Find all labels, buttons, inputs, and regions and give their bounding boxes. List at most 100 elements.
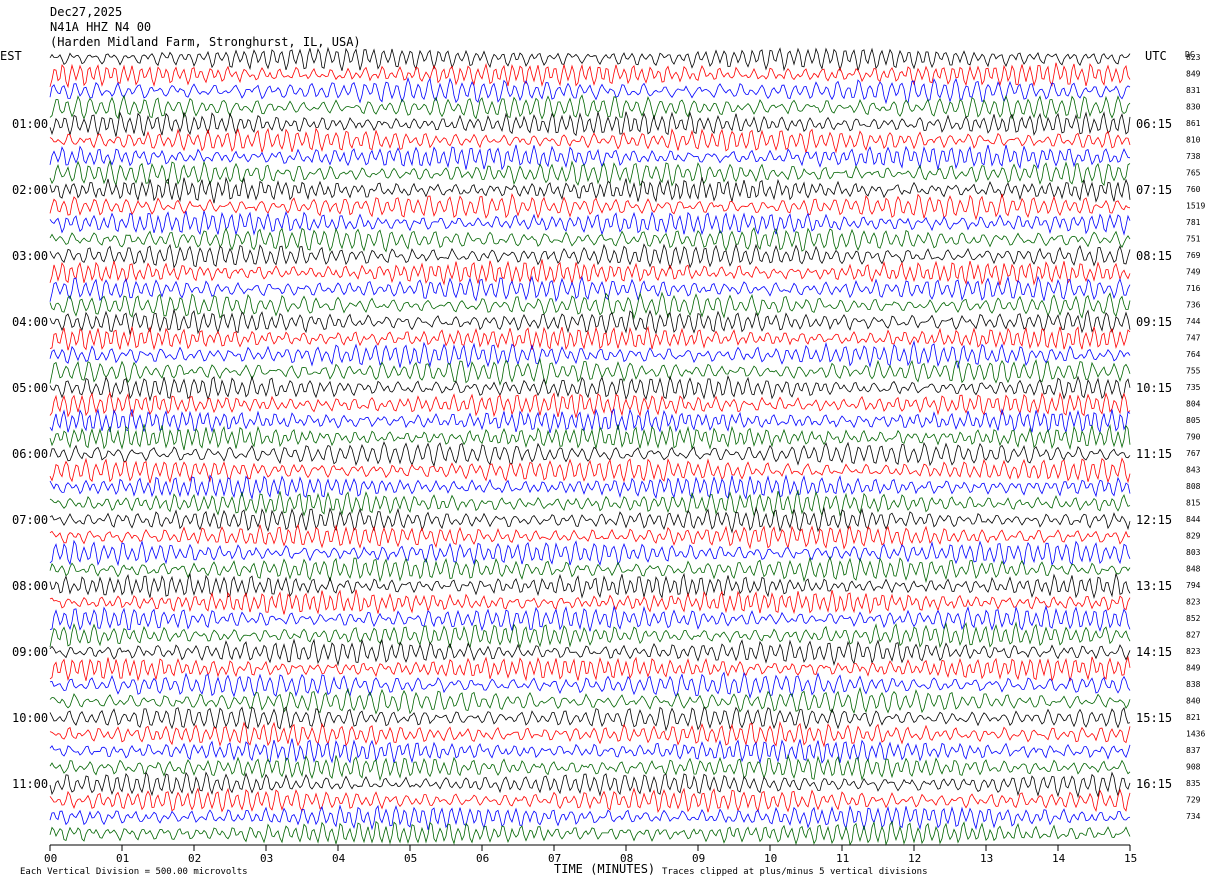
dc-value: 769 <box>1186 251 1201 260</box>
seismic-trace <box>49 671 1131 699</box>
x-tick-label: 07 <box>548 852 561 865</box>
seismic-trace <box>49 539 1131 567</box>
seismic-trace <box>49 555 1131 584</box>
dc-value: 755 <box>1186 367 1201 376</box>
x-tick-label: 05 <box>404 852 417 865</box>
dc-value: 808 <box>1186 482 1201 491</box>
dc-value: 735 <box>1186 383 1201 392</box>
seismic-trace <box>49 655 1131 683</box>
seismic-trace <box>49 820 1131 846</box>
dc-value: 821 <box>1186 713 1201 722</box>
dc-value: 849 <box>1186 664 1201 673</box>
dc-value: 831 <box>1186 86 1201 95</box>
dc-value: 749 <box>1186 268 1201 277</box>
left-hour-labels: 01:00 02:00 03:00 04:00 05:00 06:00 07:00 08:00… <box>12 117 48 791</box>
seismic-trace <box>49 144 1131 171</box>
seismic-trace <box>49 275 1131 303</box>
dc-value: 767 <box>1186 449 1201 458</box>
x-tick-label: 09 <box>692 852 705 865</box>
dc-value: 736 <box>1186 301 1201 310</box>
left-hour-label: 07:00 <box>12 513 48 527</box>
seismic-trace <box>49 753 1131 782</box>
seismic-trace <box>49 506 1131 534</box>
scale-note: Each Vertical Division = 500.00 microvol… <box>20 867 248 877</box>
dc-value: 844 <box>1186 515 1201 524</box>
dc-value: 764 <box>1186 350 1201 359</box>
right-hour-label: 13:15 <box>1136 579 1172 593</box>
x-tick-label: 01 <box>116 852 129 865</box>
dc-value: 849 <box>1186 70 1201 79</box>
dc-value: 829 <box>1186 532 1201 541</box>
dc-value-labels: 823 849 831 830 861 810 738 765 760 1519 781 751 769… <box>1186 53 1205 821</box>
seismic-trace <box>49 210 1131 236</box>
dc-value: 1436 <box>1186 730 1205 739</box>
dc-value: 744 <box>1186 317 1201 326</box>
left-hour-label: 10:00 <box>12 711 48 725</box>
x-tick-label: 11 <box>836 852 849 865</box>
left-hour-label: 05:00 <box>12 381 48 395</box>
seismic-trace <box>49 408 1131 434</box>
station-label: (Harden Midland Farm, Stronghurst, IL, U… <box>50 35 361 49</box>
x-tick-label: 08 <box>620 852 633 865</box>
seismic-trace <box>49 706 1131 732</box>
right-hour-label: 16:15 <box>1136 777 1172 791</box>
timezone-right-label: UTC <box>1145 49 1167 63</box>
x-tick-label: 03 <box>260 852 273 865</box>
seismic-trace <box>49 804 1131 831</box>
seismic-trace <box>49 226 1131 253</box>
trace-group <box>49 46 1131 846</box>
right-hour-label: 12:15 <box>1136 513 1172 527</box>
dc-value: 803 <box>1186 548 1201 557</box>
seismic-trace <box>49 291 1131 320</box>
dc-value: 760 <box>1186 185 1201 194</box>
dc-value: 838 <box>1186 680 1201 689</box>
right-hour-label: 07:15 <box>1136 183 1172 197</box>
seismic-trace <box>49 474 1131 501</box>
dc-value: 794 <box>1186 581 1201 590</box>
right-hour-label: 11:15 <box>1136 447 1172 461</box>
right-hour-label: 08:15 <box>1136 249 1172 263</box>
seismic-trace <box>49 176 1131 204</box>
seismic-trace <box>49 76 1131 105</box>
seismic-trace <box>49 686 1131 715</box>
left-hour-label: 06:00 <box>12 447 48 461</box>
x-tick-label: 13 <box>980 852 993 865</box>
dc-value: 837 <box>1186 746 1201 755</box>
dc-value: 810 <box>1186 136 1201 145</box>
seismic-trace <box>49 441 1131 468</box>
dc-value: 827 <box>1186 631 1201 640</box>
x-tick-label: 10 <box>764 852 777 865</box>
right-hour-label: 14:15 <box>1136 645 1172 659</box>
dc-value: 840 <box>1186 697 1201 706</box>
left-hour-label: 03:00 <box>12 249 48 263</box>
seismic-trace <box>49 391 1131 418</box>
seismic-trace <box>49 720 1131 748</box>
seismic-trace <box>49 62 1131 89</box>
dc-value: 738 <box>1186 152 1201 161</box>
seismic-trace <box>49 243 1131 270</box>
dc-value: 823 <box>1186 53 1201 62</box>
timezone-left-label: EST <box>0 49 22 63</box>
seismic-trace <box>49 523 1131 550</box>
seismic-trace <box>49 111 1131 137</box>
x-tick-label: 12 <box>908 852 921 865</box>
dc-value: 843 <box>1186 466 1201 475</box>
dc-value: 908 <box>1186 763 1201 772</box>
dc-value: 823 <box>1186 598 1201 607</box>
seismic-trace <box>49 738 1131 765</box>
dc-value: 835 <box>1186 779 1201 788</box>
dc-header-label: DC <box>1185 50 1195 59</box>
x-tick-label: 00 <box>44 852 57 865</box>
x-tick-label: 02 <box>188 852 201 865</box>
dc-value: 848 <box>1186 565 1201 574</box>
dc-value: 815 <box>1186 499 1201 508</box>
x-axis-title: TIME (MINUTES) <box>554 862 655 876</box>
x-tick-label: 15 <box>1124 852 1137 865</box>
seismic-trace <box>49 309 1131 336</box>
dc-value: 1519 <box>1186 202 1205 211</box>
left-hour-label: 08:00 <box>12 579 48 593</box>
seismic-trace <box>49 46 1131 72</box>
seismic-trace <box>49 159 1131 187</box>
right-hour-labels: 06:15 07:15 08:15 09:15 10:15 11:15 12:15 13:15… <box>1136 117 1172 791</box>
